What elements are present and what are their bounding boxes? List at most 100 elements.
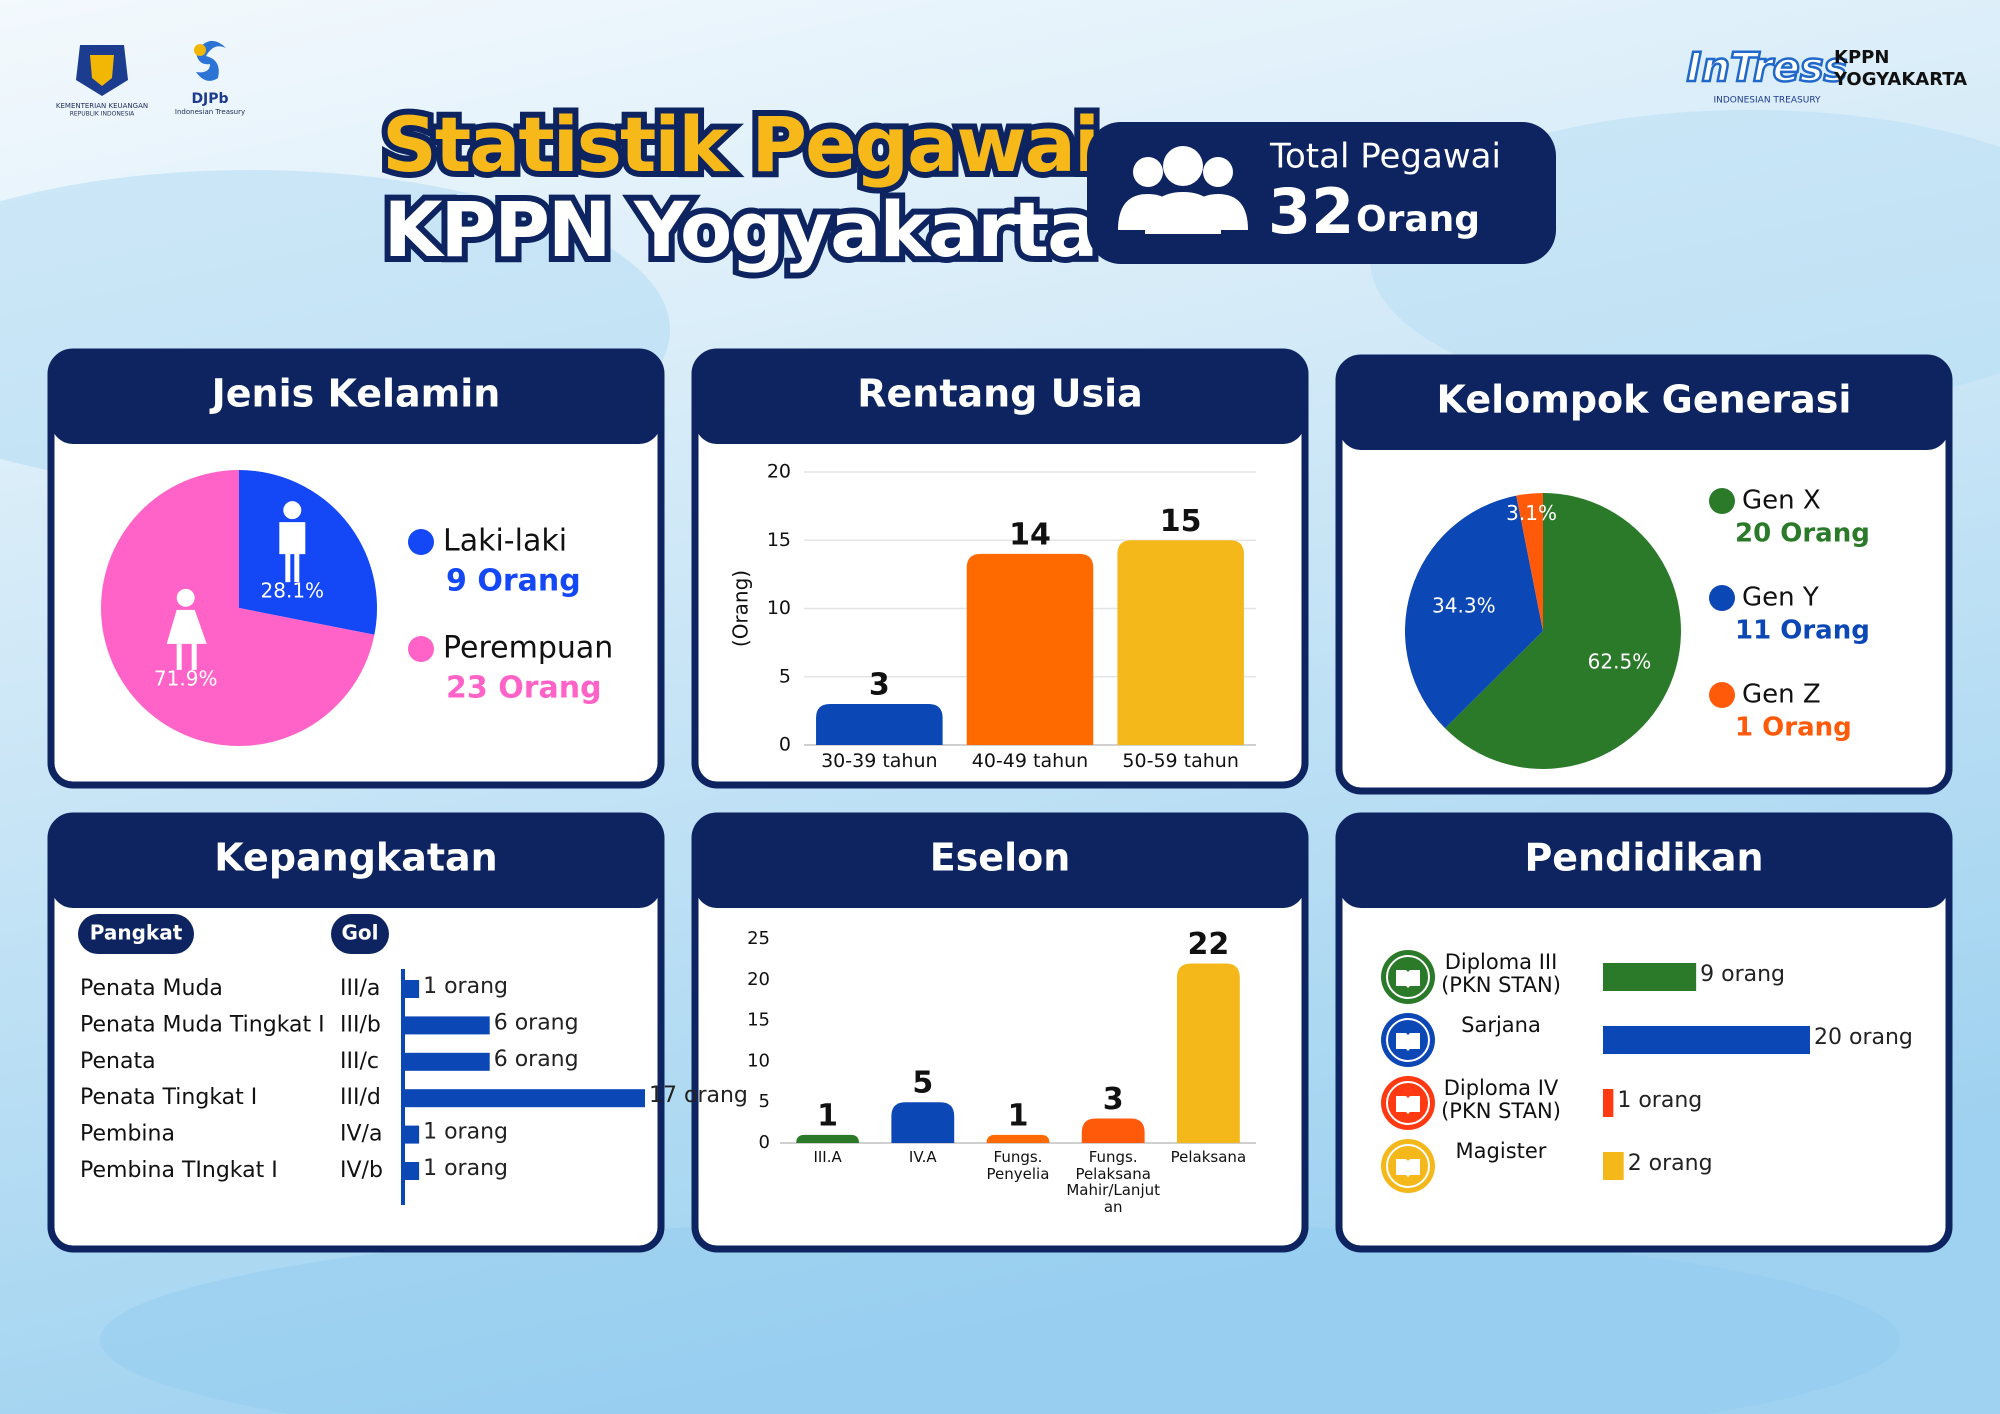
slice-label: 71.9% [154, 666, 218, 690]
bar [405, 1016, 490, 1035]
bar [405, 1125, 420, 1144]
category-label: Pembina TIngkat I [80, 1158, 278, 1183]
icon-part [1145, 192, 1221, 234]
y-tick-label: 15 [747, 1010, 770, 1031]
x-tick-label: Fungs. Pelaksana Mahir/Lanjutan [1066, 1149, 1160, 1216]
bar [405, 1162, 420, 1180]
value-label: 9 orang [1700, 962, 1785, 987]
category-label: Penata Tingkat I [80, 1085, 257, 1110]
icon-part [283, 501, 302, 520]
value-label: 1 [817, 1098, 838, 1133]
category-icon [1386, 1081, 1430, 1125]
category-label: Penata Muda [80, 976, 223, 1001]
bar [1603, 1152, 1624, 1180]
value-label: 17 orang [649, 1083, 748, 1108]
value-label: 1 orang [423, 974, 508, 999]
card-header [51, 352, 661, 444]
legend-detail: 9 Orang [446, 564, 581, 599]
legend-marker [408, 529, 434, 555]
x-tick-label: III.A [813, 1149, 842, 1166]
bar [1081, 1118, 1145, 1143]
bar [816, 704, 943, 745]
logo-text: REPUBLIK INDONESIA [70, 111, 135, 118]
category-label: Diploma IV (PKN STAN) [1441, 1077, 1561, 1124]
page-title: Statistik Pegawai [382, 100, 1098, 189]
emblem [90, 55, 114, 86]
value-label: 14 [1009, 517, 1051, 552]
label-box: IV.A [908, 1149, 937, 1166]
legend-marker [408, 636, 434, 662]
y-tick-label: 5 [759, 1091, 770, 1112]
label-box: 40-49 tahun [972, 751, 1088, 771]
group-label: III/b [340, 1012, 381, 1037]
column-header: Pangkat [90, 921, 183, 945]
label-box: Diploma III (PKN STAN) [1441, 951, 1561, 998]
y-tick-label: 0 [759, 1132, 770, 1153]
y-tick-label: 0 [779, 734, 791, 756]
x-tick-label: 50-59 tahun [1122, 751, 1239, 772]
card-title: Rentang Usia [857, 372, 1143, 416]
icon-glyph [1396, 1096, 1420, 1114]
icon-part [1163, 146, 1203, 186]
logo-text: InTress [1687, 45, 1848, 91]
page-title: KPPN Yogyakarta [384, 185, 1097, 274]
legend-detail: 23 Orang [446, 671, 602, 706]
label-box: Diploma IV (PKN STAN) [1441, 1077, 1561, 1124]
card-title: Pendidikan [1524, 836, 1763, 880]
value-label: 1 [1008, 1098, 1029, 1133]
y-tick-label: 20 [767, 461, 791, 483]
bar [986, 1134, 1050, 1143]
legend-label: Gen Y [1742, 583, 1819, 613]
y-axis-label: (Orang) [729, 570, 753, 647]
slice-label: 62.5% [1588, 649, 1652, 673]
pie-slice [1405, 495, 1543, 729]
legend-detail: 20 Orang [1735, 519, 1870, 549]
bar [966, 553, 1094, 745]
legend-label: Perempuan [443, 631, 613, 666]
x-tick-label: 30-39 tahun [821, 751, 938, 772]
icon-glyph [1396, 1033, 1420, 1051]
y-tick-label: 5 [779, 665, 791, 687]
kemenkeu-logo: KEMENTERIAN KEUANGAN REPUBLIK INDONESIA [56, 45, 148, 118]
icon-part [279, 522, 306, 583]
column-header: Gol [341, 921, 378, 945]
slice-label: 28.1% [261, 579, 325, 603]
logo-text: DJPb [191, 91, 228, 107]
bar [1176, 963, 1240, 1143]
logo-text: INDONESIAN TREASURY [1713, 96, 1821, 106]
card-header [695, 816, 1305, 908]
card-title: Kelompok Generasi [1437, 378, 1852, 422]
group-label: III/a [340, 976, 380, 1001]
group-label: III/d [340, 1085, 381, 1110]
pie-slice [101, 470, 375, 746]
bar [796, 1134, 860, 1143]
icon-part [1133, 157, 1163, 187]
total-label: Total Pegawai [1269, 137, 1501, 177]
group-label: IV/a [340, 1122, 382, 1147]
slice-label: 3.1% [1506, 501, 1557, 525]
card-title: Jenis Kelamin [209, 372, 501, 416]
legend-label: Gen Z [1742, 680, 1821, 710]
card-header [695, 352, 1305, 444]
x-tick-label: Pelaksana [1170, 1149, 1247, 1166]
legend-label: Gen X [1742, 486, 1821, 516]
group-label: IV/b [340, 1158, 383, 1183]
value-label: 1 orang [423, 1120, 508, 1145]
category-label: Diploma III (PKN STAN) [1441, 951, 1561, 998]
x-tick-label: IV.A [908, 1149, 937, 1166]
icon-part [1203, 157, 1233, 187]
value-label: 1 orang [423, 1156, 508, 1181]
logo-text: KPPN [1834, 47, 1889, 68]
value-label: 3 [1103, 1082, 1124, 1117]
card-header [1339, 358, 1949, 450]
label-box: III.A [813, 1149, 842, 1166]
total-value: 32 [1268, 175, 1354, 248]
y-tick-label: 10 [767, 597, 791, 619]
bar [1603, 963, 1697, 991]
bar [1603, 1026, 1810, 1054]
pie-slice [1445, 493, 1681, 770]
value-label: 20 orang [1814, 1025, 1913, 1050]
total-box: Total Pegawai 32 Orang [1087, 122, 1556, 264]
